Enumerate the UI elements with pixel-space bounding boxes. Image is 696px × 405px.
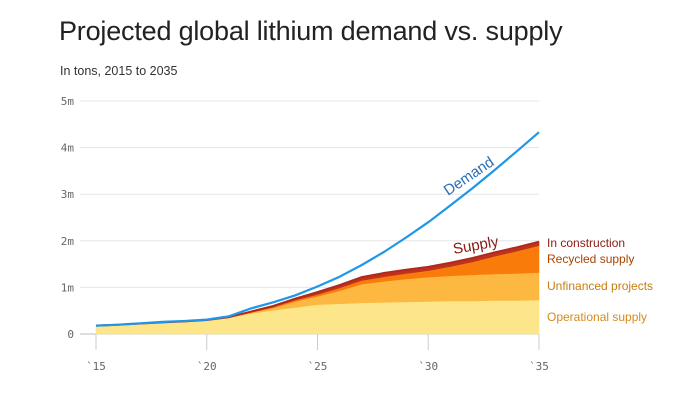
y-tick-label: 3m: [61, 188, 75, 201]
y-tick-label: 0: [67, 328, 74, 341]
legend-item: Operational supply: [547, 310, 647, 324]
chart-title: Projected global lithium demand vs. supp…: [59, 16, 563, 46]
x-tick-label: `35: [529, 360, 549, 373]
x-axis: `15 `20 `25 `30 `35: [86, 334, 549, 373]
legend-item: In construction: [547, 236, 625, 250]
y-tick-label: 2m: [61, 235, 75, 248]
y-tick-label: 5m: [61, 95, 75, 108]
demand-line: [95, 131, 540, 327]
x-tick-label: `15: [86, 360, 106, 373]
chart-lines: [95, 131, 540, 327]
legend-item: Recycled supply: [547, 252, 634, 266]
area-operational-supply: [95, 299, 540, 335]
y-axis: 0 1m 2m 3m 4m 5m: [61, 95, 75, 341]
y-tick-label: 1m: [61, 281, 75, 294]
x-tick-label: `25: [308, 360, 328, 373]
legend: Operational supply Unfinanced projects Rec…: [547, 236, 653, 324]
chart-subtitle: In tons, 2015 to 2035: [60, 64, 178, 78]
legend-item: Unfinanced projects: [547, 279, 653, 293]
x-tick-label: `30: [418, 360, 438, 373]
demand-label: Demand: [441, 154, 498, 200]
y-tick-label: 4m: [61, 142, 75, 155]
x-tick-label: `20: [197, 360, 217, 373]
